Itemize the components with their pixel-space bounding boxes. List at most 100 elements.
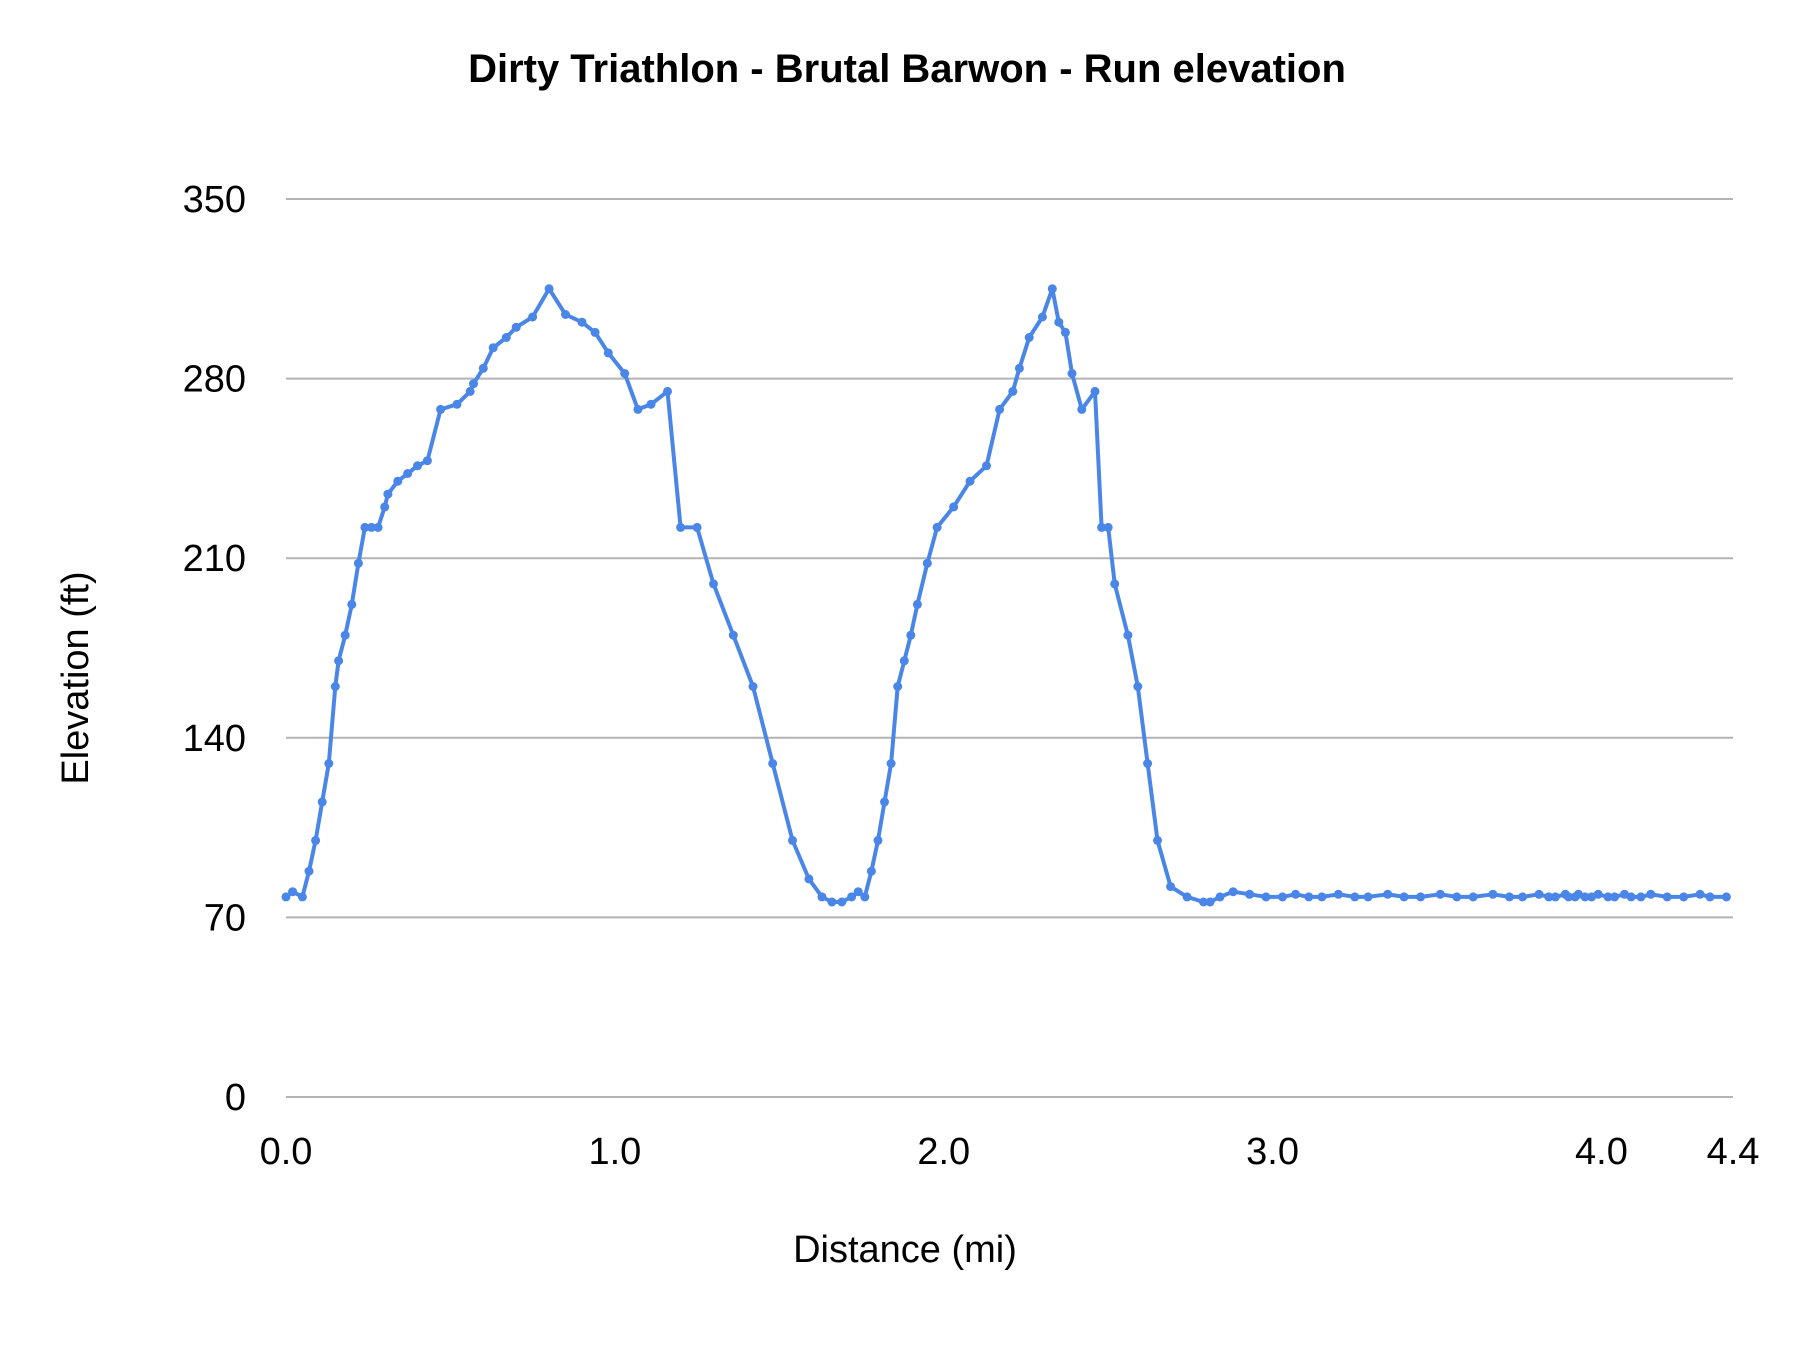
data-point <box>1008 386 1018 396</box>
data-point <box>281 892 291 902</box>
data-point <box>873 835 883 845</box>
data-point <box>324 759 334 768</box>
data-point <box>1077 404 1087 414</box>
elevation-line <box>284 286 1727 904</box>
data-point <box>728 630 738 640</box>
data-point <box>847 892 857 902</box>
data-point <box>827 897 837 907</box>
data-point <box>488 343 498 353</box>
data-point <box>1054 317 1064 327</box>
x-tick-label: 0.0 <box>260 1131 313 1173</box>
data-point <box>393 476 403 486</box>
data-point <box>1504 892 1514 902</box>
data-point <box>949 502 959 512</box>
data-point <box>1488 889 1498 899</box>
data-point <box>1133 682 1143 691</box>
data-point <box>1580 892 1590 902</box>
data-point <box>317 797 327 807</box>
data-point <box>1416 892 1426 902</box>
data-point <box>1110 579 1120 589</box>
data-point <box>347 599 357 609</box>
y-tick-label: 280 <box>183 359 246 401</box>
data-point <box>1468 892 1478 902</box>
data-point <box>1544 892 1554 902</box>
data-point <box>932 522 942 532</box>
x-tick-labels: 0.0 1.0 2.0 3.0 4.0 4.4 <box>260 1131 1760 1173</box>
data-point <box>577 317 587 327</box>
data-point <box>436 404 446 414</box>
data-point <box>788 835 797 845</box>
data-point <box>663 386 672 396</box>
data-point <box>1383 889 1393 899</box>
data-point <box>676 522 686 532</box>
data-point <box>452 399 462 409</box>
data-point <box>1705 892 1715 902</box>
data-point <box>1153 835 1162 845</box>
data-point <box>1363 892 1373 902</box>
data-point <box>1662 892 1672 902</box>
data-point <box>922 558 932 568</box>
data-point <box>1610 892 1620 902</box>
y-tick-label: 70 <box>204 897 246 939</box>
y-tick-label: 350 <box>183 179 246 221</box>
data-point <box>340 630 350 640</box>
data-point <box>590 327 600 337</box>
x-tick-label: 2.0 <box>917 1131 970 1173</box>
data-point <box>1205 897 1215 907</box>
data-point <box>1097 522 1107 532</box>
data-point <box>469 379 478 389</box>
data-point <box>709 579 718 589</box>
data-point <box>561 310 570 319</box>
data-point <box>837 897 847 907</box>
data-point <box>403 469 413 478</box>
data-point <box>1278 892 1287 902</box>
data-point <box>995 404 1005 414</box>
data-point <box>330 682 340 691</box>
y-tick-labels: 0 70 140 210 280 350 <box>183 179 246 1119</box>
data-point <box>1182 892 1192 902</box>
data-point <box>478 363 488 373</box>
chart-title: Dirty Triathlon - Brutal Barwon - Run el… <box>468 47 1346 91</box>
data-point <box>511 322 521 332</box>
data-point <box>748 682 758 691</box>
data-point <box>1261 892 1271 902</box>
data-point <box>1679 892 1689 902</box>
data-point <box>360 522 370 532</box>
data-point <box>465 386 475 396</box>
data-point <box>353 558 363 568</box>
data-point <box>1014 363 1024 373</box>
data-point <box>1166 882 1176 892</box>
x-axis-label: Distance (mi) <box>793 1229 1017 1271</box>
data-point <box>1636 892 1646 902</box>
data-point <box>1304 892 1314 902</box>
data-point <box>304 866 314 876</box>
data-point <box>1695 889 1705 899</box>
data-point <box>1518 892 1527 902</box>
data-point <box>804 874 814 884</box>
data-point <box>367 522 376 532</box>
data-point <box>1603 892 1613 902</box>
data-point <box>1037 312 1047 322</box>
data-point <box>768 759 778 768</box>
data-point <box>380 502 390 512</box>
data-point <box>1047 284 1057 294</box>
data-point <box>1646 889 1656 899</box>
data-point <box>1399 892 1409 902</box>
data-point <box>1534 889 1544 899</box>
data-point <box>1024 333 1034 342</box>
data-point <box>893 682 903 691</box>
data-point <box>1067 369 1077 378</box>
x-tick-label: 4.0 <box>1575 1131 1628 1173</box>
data-point <box>1103 522 1113 532</box>
data-point <box>965 476 975 486</box>
data-point <box>899 656 909 666</box>
data-point <box>422 456 432 466</box>
data-point <box>413 461 422 471</box>
data-point <box>603 348 613 358</box>
x-tick-label: 3.0 <box>1246 1131 1299 1173</box>
data-point <box>1291 889 1301 899</box>
data-point <box>853 887 863 897</box>
data-point <box>1317 892 1327 902</box>
data-point <box>501 333 511 342</box>
y-tick-label: 210 <box>183 538 246 580</box>
